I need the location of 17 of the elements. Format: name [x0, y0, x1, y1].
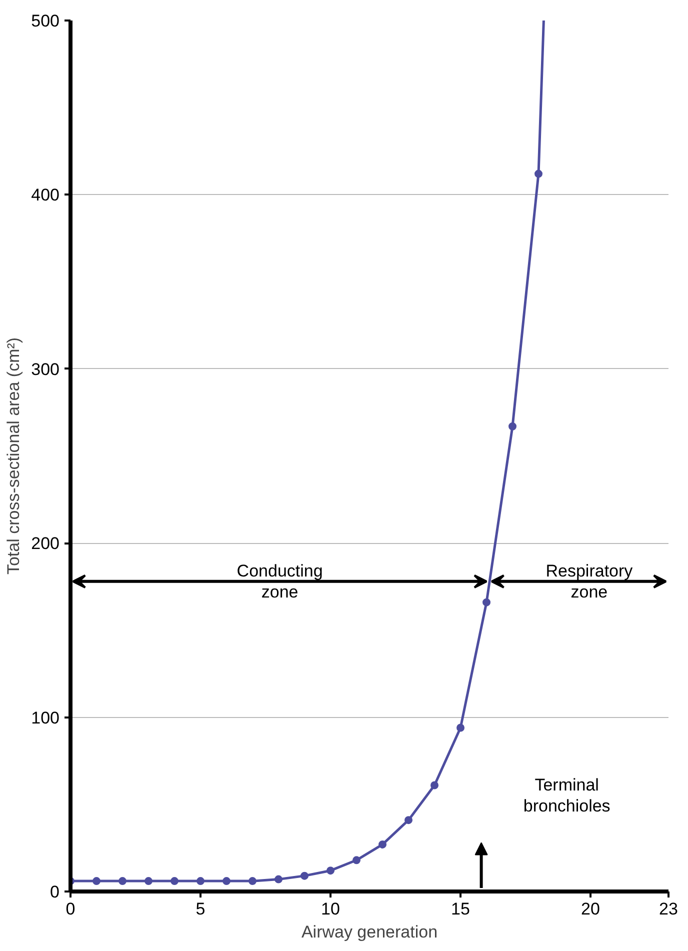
x-tick-label: 20 — [581, 900, 600, 918]
y-tick-label: 500 — [31, 12, 60, 30]
annotation: Conducting zone — [236, 561, 323, 602]
x-tick-label: 0 — [66, 900, 76, 918]
y-tick-label: 200 — [31, 534, 60, 554]
y-tick-label: 100 — [31, 708, 60, 728]
x-tick-label: 15 — [451, 900, 470, 918]
x-tick-label: 23 — [659, 900, 678, 918]
annotation: Terminal bronchioles — [523, 776, 610, 816]
y-axis-title: Total cross-sectional area (cm²) — [4, 337, 24, 575]
x-axis-title: Airway generation — [301, 922, 438, 942]
y-tick-label: 0 — [50, 882, 60, 902]
y-tick-label: 400 — [31, 186, 60, 205]
y-tick-label: 300 — [31, 360, 60, 379]
annotation: Respiratory zone — [546, 561, 634, 602]
x-tick-label: 10 — [321, 900, 340, 918]
x-tick-label: 5 — [196, 900, 206, 918]
